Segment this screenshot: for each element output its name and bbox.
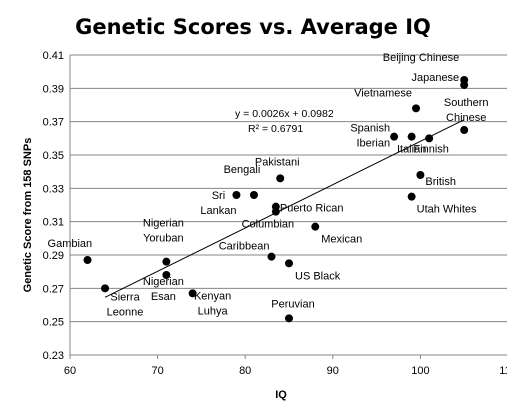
point-label: Utah Whites — [417, 204, 477, 216]
point-label: Nigerian Esan — [143, 276, 184, 303]
x-tick-label: 80 — [239, 365, 251, 377]
point-label: Spanish Iberian — [350, 123, 390, 150]
data-points — [83, 76, 469, 323]
data-point — [460, 126, 469, 134]
x-tick-labels: 60 70 80 90 100 110 — [64, 355, 507, 377]
point-label: Italian — [397, 144, 426, 156]
x-tick-label: 90 — [327, 365, 339, 377]
x-tick-label: 70 — [151, 365, 163, 377]
data-point — [271, 207, 280, 216]
point-label: Peruvian — [271, 298, 314, 310]
y-tick-label: 0.41 — [43, 50, 64, 62]
data-point — [83, 256, 92, 264]
point-label: Nigerian Yoruban — [143, 218, 184, 245]
data-point — [267, 252, 276, 261]
y-axis-title: Genetic Score from 158 SNPs — [22, 138, 34, 293]
x-tick-label: 100 — [411, 365, 429, 377]
point-labels: Gambian Sierra Leonne Nigerian Yoruban Nigeri… — [48, 52, 489, 318]
point-label: Puerto Rican — [280, 203, 344, 215]
chart-title: Genetic Scores vs. Average IQ — [75, 15, 431, 39]
data-point — [188, 289, 197, 298]
y-tick-label: 0.25 — [43, 317, 64, 329]
point-label: Beijing Chinese — [383, 52, 459, 64]
y-tick-label: 0.31 — [43, 217, 64, 229]
data-point — [412, 104, 421, 113]
point-label: Columbian — [242, 219, 295, 231]
data-point — [425, 134, 434, 143]
y-tick-labels: 0.23 0.25 0.27 0.29 0.31 0.33 0.35 0.37 0.39 0.41 — [43, 50, 64, 362]
y-tick-label: 0.39 — [43, 83, 64, 95]
trendline-r-squared: R² = 0.6791 — [248, 123, 303, 135]
point-label: Japanese — [411, 72, 459, 84]
data-point — [460, 81, 469, 89]
point-label: Finnish — [413, 143, 448, 155]
gridlines — [70, 54, 507, 323]
data-point — [285, 314, 293, 323]
point-label: Caribbean — [219, 241, 270, 253]
trendline — [104, 119, 465, 298]
data-point — [249, 191, 258, 199]
data-point — [285, 259, 293, 268]
data-point — [276, 174, 285, 183]
data-point — [311, 222, 320, 231]
data-point — [407, 192, 416, 201]
data-point — [232, 191, 241, 199]
point-label: British — [425, 176, 456, 188]
data-point — [407, 132, 416, 141]
point-label: Sierra Leonne — [107, 291, 144, 318]
point-label: Vietnamese — [354, 87, 412, 99]
data-point — [390, 132, 399, 141]
x-tick-label: 60 — [64, 365, 76, 377]
point-label: Kenyan Luhya — [194, 290, 231, 317]
data-point — [162, 271, 171, 279]
trendline-equation: y = 0.0026x + 0.0982 — [235, 108, 334, 120]
y-tick-label: 0.37 — [43, 117, 64, 129]
x-tick-label: 110 — [499, 365, 507, 377]
y-tick-label: 0.23 — [43, 350, 64, 362]
data-point — [416, 171, 425, 179]
x-axis-title: IQ — [275, 389, 287, 401]
point-label: US Black — [295, 270, 341, 282]
data-point — [162, 257, 171, 266]
point-label: Pakistani — [255, 156, 300, 168]
y-tick-label: 0.33 — [43, 183, 64, 195]
point-label: Gambian — [48, 238, 93, 250]
data-point — [101, 284, 110, 293]
point-label: Bengali — [224, 164, 261, 176]
y-tick-label: 0.27 — [43, 283, 64, 295]
point-label: Southern Chinese — [444, 97, 489, 124]
point-label: Sri Lankan — [200, 190, 236, 217]
y-tick-label: 0.29 — [43, 250, 64, 262]
point-label: Mexican — [321, 234, 362, 246]
y-tick-label: 0.35 — [43, 150, 64, 162]
